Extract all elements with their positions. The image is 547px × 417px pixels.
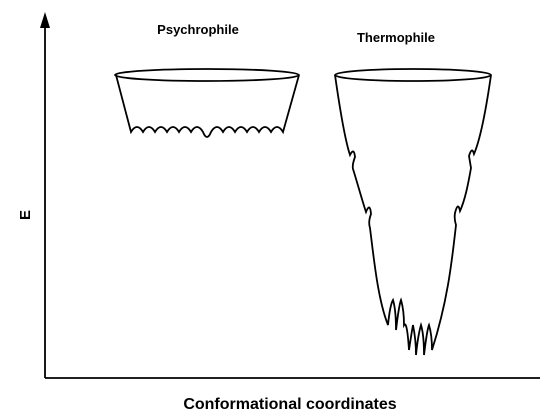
funnel-rim [114, 68, 300, 82]
funnel-rim [334, 68, 492, 82]
y-axis-arrow [40, 12, 50, 28]
psychrophile-label: Psychrophile [157, 22, 239, 37]
funnel-body [115, 74, 300, 138]
psychrophile-funnel [114, 68, 300, 138]
y-axis-label: E [17, 210, 34, 220]
thermophile-label: Thermophile [357, 30, 435, 45]
thermophile-funnel [334, 68, 492, 356]
x-axis-label: Conformational coordinates [183, 396, 396, 413]
funnel-body [334, 74, 492, 356]
